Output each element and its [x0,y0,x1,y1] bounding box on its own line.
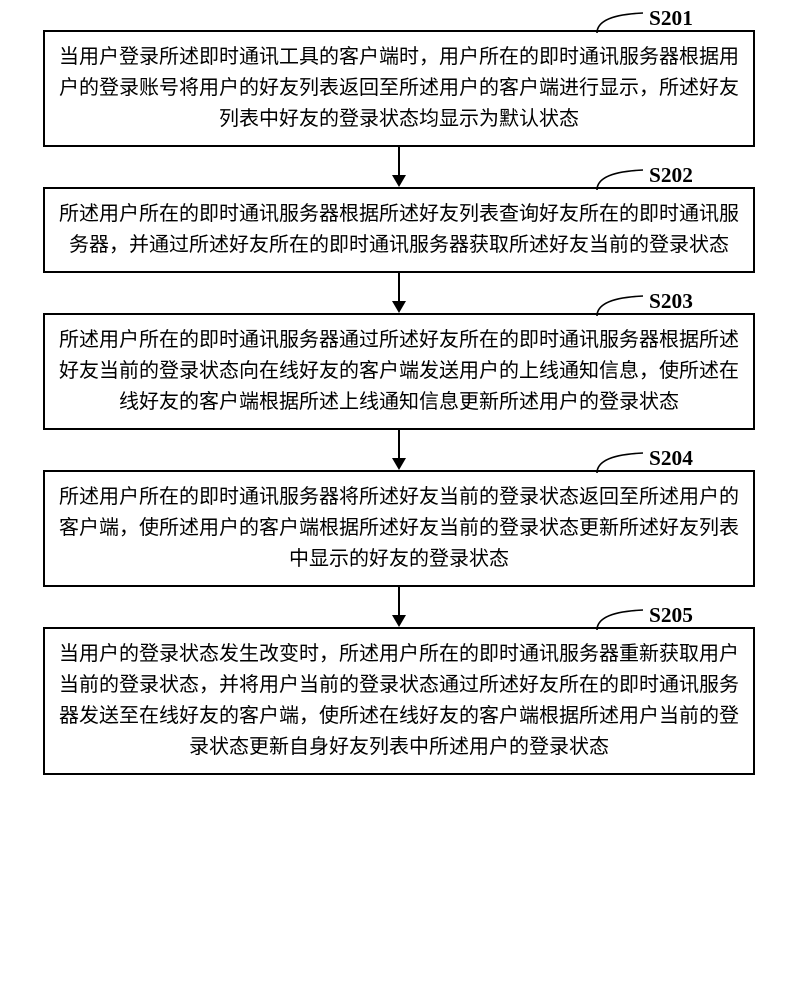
flowchart-container: S201 当用户登录所述即时通讯工具的客户端时，用户所在的即时通讯服务器根据用户… [0,30,798,775]
step-label-s201: S201 [595,6,693,33]
step-id-s204: S204 [649,446,693,471]
step-box-s201: 当用户登录所述即时通讯工具的客户端时，用户所在的即时通讯服务器根据用户的登录账号… [43,30,755,147]
label-curve-icon [595,166,645,190]
step-id-s205: S205 [649,603,693,628]
arrow-down-icon [389,147,409,187]
step-s202: S202 所述用户所在的即时通讯服务器根据所述好友列表查询好友所在的即时通讯服务… [0,187,798,273]
step-s204: S204 所述用户所在的即时通讯服务器将所述好友当前的登录状态返回至所述用户的客… [0,470,798,587]
label-curve-icon [595,292,645,316]
label-curve-icon [595,9,645,33]
step-id-s203: S203 [649,289,693,314]
step-s203: S203 所述用户所在的即时通讯服务器通过所述好友所在的即时通讯服务器根据所述好… [0,313,798,430]
step-label-s205: S205 [595,603,693,630]
arrow-down-icon [389,273,409,313]
step-box-s204: 所述用户所在的即时通讯服务器将所述好友当前的登录状态返回至所述用户的客户端，使所… [43,470,755,587]
arrow-down-icon [389,430,409,470]
step-s205: S205 当用户的登录状态发生改变时，所述用户所在的即时通讯服务器重新获取用户当… [0,627,798,775]
arrow-down-icon [389,587,409,627]
step-box-s205: 当用户的登录状态发生改变时，所述用户所在的即时通讯服务器重新获取用户当前的登录状… [43,627,755,775]
step-id-s201: S201 [649,6,693,31]
step-label-s202: S202 [595,163,693,190]
step-id-s202: S202 [649,163,693,188]
step-label-s203: S203 [595,289,693,316]
label-curve-icon [595,606,645,630]
step-label-s204: S204 [595,446,693,473]
label-curve-icon [595,449,645,473]
step-box-s202: 所述用户所在的即时通讯服务器根据所述好友列表查询好友所在的即时通讯服务器，并通过… [43,187,755,273]
step-s201: S201 当用户登录所述即时通讯工具的客户端时，用户所在的即时通讯服务器根据用户… [0,30,798,147]
step-box-s203: 所述用户所在的即时通讯服务器通过所述好友所在的即时通讯服务器根据所述好友当前的登… [43,313,755,430]
